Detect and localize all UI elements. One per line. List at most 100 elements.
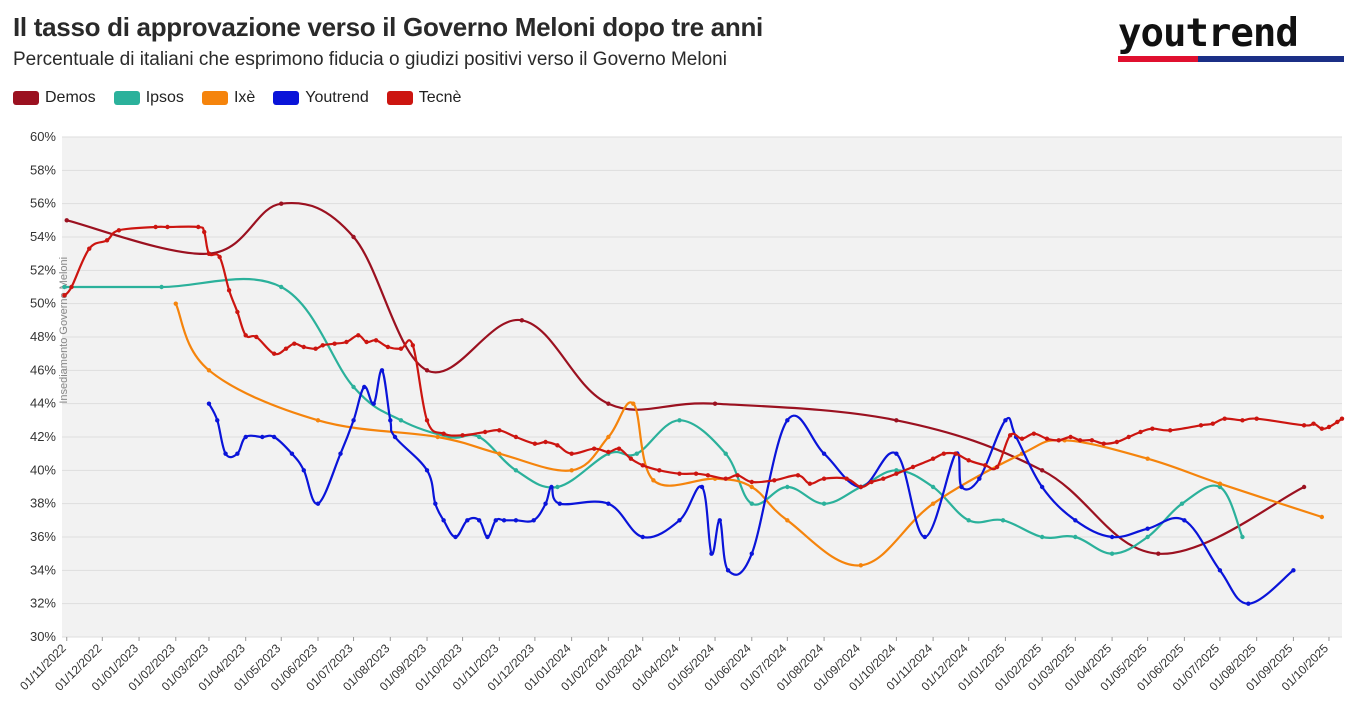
data-point-tecn [569,451,574,456]
data-point-youtrend [1246,601,1251,606]
data-point-tecn [1301,423,1307,428]
data-point-tecn [497,428,502,433]
data-point-youtrend [959,484,964,490]
data-point-youtrend [289,451,295,456]
y-tick-label: 32% [30,596,56,611]
data-point-tecn [1019,436,1025,441]
data-point-ipsos [930,484,936,490]
data-point-tecn [104,238,110,243]
data-point-ix [930,501,936,506]
data-point-ix [1217,481,1223,486]
data-point-tecn [994,464,1000,470]
data-point-tecn [87,246,92,251]
data-point-tecn [543,439,548,445]
brand-underline [1118,56,1344,62]
data-point-youtrend [392,434,398,440]
data-point-youtrend [485,534,490,540]
data-point-tecn [398,346,404,351]
data-point-tecn [283,346,289,351]
data-point-tecn [795,473,801,478]
legend-label: Demos [45,89,96,106]
data-point-ipsos [966,518,971,523]
data-point-tecn [807,481,813,486]
data-point-tecn [677,471,682,476]
annotation-label: Insediamento Governo Meloni [58,257,70,404]
data-point-tecn [235,309,240,315]
data-point-tecn [62,293,67,298]
legend-swatch [201,91,228,105]
data-point-tecn [410,343,416,348]
data-point-tecn [116,228,122,233]
data-point-youtrend [379,368,385,373]
data-point-tecn [385,344,391,350]
legend-label: Ixè [233,89,256,106]
legend-label: Ipsos [145,89,184,106]
data-point-ipsos [1000,518,1006,523]
data-point-tecn [301,344,306,350]
data-point-youtrend [223,451,228,456]
data-point-youtrend [640,534,645,540]
data-point-youtrend [453,534,458,540]
data-point-ix [749,484,754,490]
data-point-tecn [910,464,916,470]
data-point-demos [1039,468,1045,473]
data-point-tecn [881,476,886,481]
data-point-ipsos [1240,534,1245,540]
data-point-youtrend [1073,518,1078,523]
data-point-tecn [1126,434,1131,440]
data-point-tecn [869,479,874,485]
data-point-tecn [966,458,971,463]
legend-item[interactable]: Youtrend [273,89,369,107]
data-point-tecn [424,418,430,423]
data-point-tecn [983,463,988,468]
data-point-tecn [616,446,622,451]
legend-swatch [13,91,39,105]
data-point-demos [606,401,611,406]
data-point-tecn [749,479,754,485]
data-point-tecn [772,478,777,483]
legend-item[interactable]: Ixè [201,89,256,107]
data-point-youtrend [465,518,470,523]
data-point-youtrend [206,401,212,406]
data-point-tecn [153,224,158,230]
data-point-ipsos [555,484,560,490]
data-point-ipsos [1179,501,1185,506]
data-point-tecn [206,251,212,256]
legend-item[interactable]: Demos [13,89,96,107]
data-point-tecn [657,468,662,473]
data-point-ipsos [1145,534,1150,540]
legend-item[interactable]: Tecnè [386,89,461,107]
data-point-ipsos [159,284,164,290]
data-point-tecn [1138,429,1143,435]
data-point-tecn [513,434,519,440]
data-point-ipsos [894,468,899,473]
data-point-youtrend [513,518,519,523]
data-point-tecn [356,333,361,338]
data-point-tecn [243,333,248,338]
y-tick-label: 34% [30,562,56,577]
legend-item[interactable]: Ipsos [113,89,184,107]
data-point-youtrend [215,418,220,423]
y-tick-label: 56% [30,196,56,211]
data-point-youtrend [362,384,367,390]
data-point-tecn [941,451,946,456]
data-point-tecn [640,463,645,468]
chart-legend: Demos Ipsos Ixè Youtrend Tecnè [13,89,461,107]
data-point-tecn [271,351,277,356]
y-tick-label: 44% [30,396,56,411]
brand-bar-blue [1198,56,1344,62]
plot-area [62,137,1342,637]
data-point-youtrend [677,518,682,523]
y-tick-label: 48% [30,329,56,344]
data-point-tecn [482,429,488,435]
data-point-demos [1301,484,1307,490]
data-point-tecn [858,484,864,490]
data-point-youtrend [821,451,827,456]
y-tick-label: 58% [30,162,56,177]
data-point-youtrend [749,551,754,556]
data-point-tecn [1089,438,1095,443]
data-point-tecn [532,441,538,446]
legend-swatch [113,91,140,105]
data-point-youtrend [894,451,899,456]
brand-bar-red [1118,56,1198,62]
